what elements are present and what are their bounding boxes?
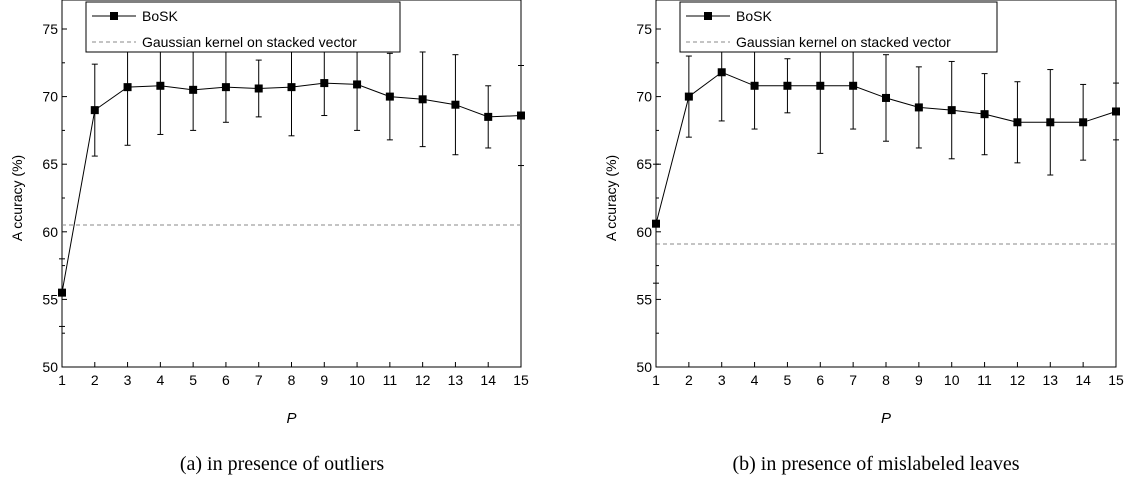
bosk-data-point <box>156 81 165 90</box>
bosk-data-point <box>980 110 989 119</box>
bosk-data-point <box>320 79 329 88</box>
bosk-data-point <box>287 83 296 92</box>
y-tick-label: 75 <box>42 21 58 37</box>
x-tick-label: 9 <box>320 372 328 388</box>
x-axis-label: P <box>881 410 891 427</box>
y-tick-label: 75 <box>636 21 652 37</box>
bosk-data-point <box>123 83 132 92</box>
x-tick-label: 7 <box>255 372 263 388</box>
x-tick-label: 1 <box>652 372 660 388</box>
bosk-data-point <box>1112 107 1120 116</box>
bosk-data-point <box>816 81 825 90</box>
bosk-data-point <box>58 288 66 297</box>
bosk-data-point <box>1079 118 1088 127</box>
x-tick-label: 14 <box>1075 372 1091 388</box>
legend-bosk-label: BoSK <box>736 8 772 24</box>
x-tick-label: 12 <box>415 372 431 388</box>
bosk-data-point <box>517 111 525 120</box>
bosk-data-point <box>1046 118 1055 127</box>
bosk-data-point <box>254 84 263 93</box>
y-tick-label: 65 <box>636 156 652 172</box>
y-tick-label: 60 <box>42 224 58 240</box>
bosk-data-point <box>484 112 493 121</box>
y-tick-label: 50 <box>42 359 58 375</box>
x-tick-label: 12 <box>1010 372 1026 388</box>
bosk-data-point <box>221 83 230 92</box>
bosk-data-point <box>684 92 693 101</box>
bosk-data-point <box>849 81 858 90</box>
bosk-data-point <box>947 106 956 115</box>
x-tick-label: 14 <box>480 372 496 388</box>
x-tick-label: 2 <box>685 372 693 388</box>
bosk-data-point <box>914 103 923 112</box>
x-tick-label: 13 <box>1042 372 1058 388</box>
x-tick-label: 4 <box>156 372 164 388</box>
bosk-data-point <box>717 68 726 77</box>
bosk-data-point <box>783 81 792 90</box>
bosk-data-point <box>189 85 198 94</box>
bosk-data-point <box>385 92 394 101</box>
x-tick-label: 10 <box>349 372 365 388</box>
bosk-data-point <box>750 81 759 90</box>
bosk-data-point <box>652 219 660 228</box>
y-tick-label: 70 <box>42 89 58 105</box>
x-tick-label: 6 <box>222 372 230 388</box>
figure-caption: (a) in presence of outliers <box>180 453 385 475</box>
x-axis-label: P <box>286 410 296 427</box>
y-axis-label: A ccuracy (%) <box>603 155 619 241</box>
x-tick-label: 13 <box>448 372 464 388</box>
bosk-data-point <box>90 106 99 115</box>
x-tick-label: 15 <box>1108 372 1124 388</box>
x-tick-label: 8 <box>288 372 296 388</box>
legend-bosk-marker <box>110 12 118 20</box>
legend-bosk-marker <box>704 12 712 20</box>
x-tick-label: 10 <box>944 372 960 388</box>
x-tick-label: 2 <box>91 372 99 388</box>
legend-gaussian-label: Gaussian kernel on stacked vector <box>142 34 357 50</box>
x-tick-label: 1 <box>58 372 66 388</box>
y-tick-label: 60 <box>636 224 652 240</box>
legend-gaussian-label: Gaussian kernel on stacked vector <box>736 34 951 50</box>
x-tick-label: 8 <box>882 372 890 388</box>
bosk-data-point <box>882 93 890 102</box>
bosk-data-point <box>418 95 427 104</box>
y-tick-label: 70 <box>636 89 652 105</box>
legend-bosk-label: BoSK <box>142 8 178 24</box>
x-tick-label: 6 <box>816 372 824 388</box>
x-tick-label: 4 <box>751 372 759 388</box>
y-tick-label: 50 <box>636 359 652 375</box>
bosk-data-point <box>1013 118 1022 127</box>
x-tick-label: 9 <box>915 372 923 388</box>
y-tick-label: 65 <box>42 156 58 172</box>
x-tick-label: 5 <box>784 372 792 388</box>
bosk-data-point <box>451 100 460 109</box>
y-tick-label: 55 <box>636 291 652 307</box>
bosk-data-point <box>353 80 362 89</box>
y-axis-label: A ccuracy (%) <box>9 155 25 241</box>
y-tick-label: 55 <box>42 291 58 307</box>
x-tick-label: 7 <box>849 372 857 388</box>
x-tick-label: 11 <box>977 372 992 388</box>
legend-box <box>679 1 998 53</box>
x-tick-label: 15 <box>513 372 529 388</box>
x-tick-label: 3 <box>718 372 726 388</box>
x-tick-label: 3 <box>124 372 132 388</box>
x-tick-label: 5 <box>189 372 197 388</box>
legend-box <box>85 1 401 53</box>
x-tick-label: 11 <box>383 372 398 388</box>
figure-caption: (b) in presence of mislabeled leaves <box>732 453 1019 475</box>
